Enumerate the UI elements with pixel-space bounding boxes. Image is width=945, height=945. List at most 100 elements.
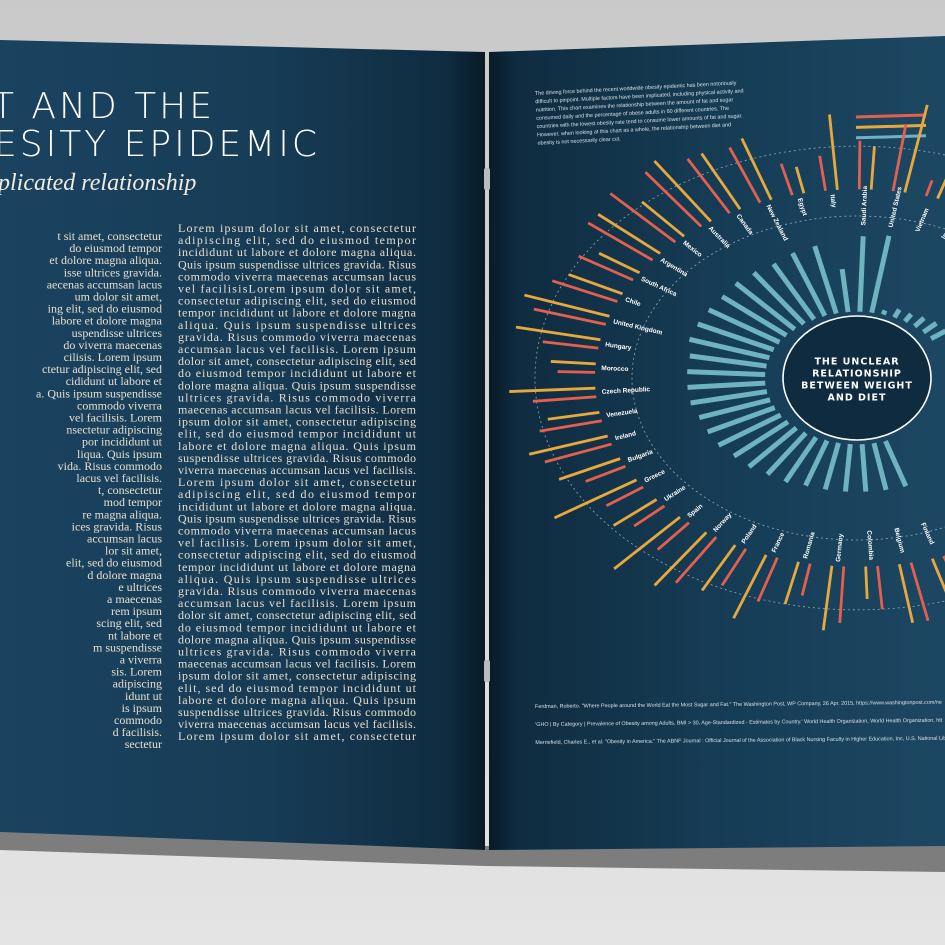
guide-ring bbox=[631, 215, 945, 541]
body-line: uspendisse ultrices bbox=[72, 326, 163, 340]
obesity-bar bbox=[765, 431, 808, 477]
country-label: Chile bbox=[624, 296, 642, 308]
body-line: ices gravida. Risus bbox=[72, 519, 163, 533]
headline: ESITY EPIDEMIC bbox=[0, 124, 320, 165]
body-line: do eiusmod tempor bbox=[69, 241, 162, 255]
obesity-bar bbox=[812, 245, 839, 315]
obesity-bar bbox=[783, 435, 819, 484]
intro-line: obesity is not necessarily clear cut. bbox=[537, 136, 620, 146]
diet-bar bbox=[609, 192, 677, 244]
body-line: commodo viverra maecenas accumsan lacus bbox=[178, 269, 416, 283]
diet-bar bbox=[779, 163, 794, 196]
body-line: Lorem ipsum dolor sit amet, consectetur bbox=[178, 475, 416, 489]
obesity-bar bbox=[752, 270, 806, 326]
diet-bar bbox=[876, 565, 884, 610]
obesity-bar bbox=[747, 425, 798, 469]
diet-bar bbox=[857, 140, 862, 190]
diet-bar bbox=[864, 566, 869, 599]
country-label: Czech Republic bbox=[602, 386, 651, 396]
body-line: labore et dolore magna bbox=[52, 314, 163, 328]
body-line: commodo viverra maecenas accumsan lacus bbox=[178, 524, 416, 538]
body-line: accumsan lacus vel facilisis. Lorem ipsu… bbox=[178, 596, 417, 610]
diet-bar bbox=[557, 370, 596, 374]
diet-bar bbox=[532, 395, 597, 403]
diet-bar bbox=[656, 521, 690, 551]
chart-title: AND DIET bbox=[828, 393, 887, 404]
diet-bar bbox=[515, 325, 601, 342]
obesity-bar bbox=[690, 389, 768, 406]
headline: T AND THE bbox=[0, 86, 215, 127]
diet-bar bbox=[597, 213, 661, 255]
body-line: t sit amet, consectetur bbox=[57, 229, 162, 243]
diet-bar bbox=[936, 177, 945, 200]
diet-bar bbox=[794, 166, 806, 194]
body-line: cididunt ut labore et bbox=[66, 374, 163, 388]
body-line: e ultrices bbox=[118, 580, 162, 594]
diet-bar bbox=[605, 485, 644, 507]
diet-bar bbox=[897, 563, 915, 624]
obesity-bar bbox=[822, 442, 841, 491]
obesity-bar bbox=[734, 281, 797, 332]
diet-bar bbox=[553, 478, 638, 520]
diet-bar bbox=[551, 279, 618, 303]
body-line: por incididunt ut bbox=[82, 435, 163, 449]
body-line: cilisis. Lorem ipsum bbox=[64, 350, 163, 364]
obesity-bar bbox=[921, 321, 938, 335]
body-line: d dolore magna bbox=[87, 568, 162, 582]
body-line: isse ultrices gravida. bbox=[64, 265, 162, 279]
diet-bar bbox=[558, 457, 621, 481]
diet-bar bbox=[838, 566, 846, 624]
obesity-bar bbox=[732, 419, 790, 459]
staple bbox=[484, 660, 490, 682]
obesity-bar bbox=[892, 308, 902, 319]
body-line: et dolore magna aliqua. bbox=[49, 253, 162, 267]
chart-title: BETWEEN WEIGHT bbox=[801, 381, 913, 392]
body-line: dolore magna aliqua. Quis ipsum suspendi… bbox=[178, 632, 416, 646]
obesity-bar bbox=[687, 369, 766, 378]
body-line: lacus vel facilisis. bbox=[76, 471, 162, 485]
body-line: do eiusmod tempor incididunt ut labore e… bbox=[178, 366, 417, 380]
legend-swatch bbox=[855, 134, 927, 140]
obesity-bar bbox=[883, 439, 909, 488]
body-line: liqua. Quis ipsum bbox=[77, 447, 163, 461]
diet-bar bbox=[633, 504, 666, 528]
left-page bbox=[0, 40, 485, 850]
body-line: maecenas accumsan lacus vel facilisis. L… bbox=[178, 657, 417, 671]
body-line: gravida. Risus commodo viverra maecenas bbox=[178, 584, 416, 598]
obesity-bar bbox=[859, 443, 869, 492]
body-line: re magna aliqua. bbox=[82, 507, 162, 521]
country-label: Saudi Arabia bbox=[860, 185, 869, 225]
body-line: suspendisse ultrices gravida. Risus comm… bbox=[178, 705, 416, 719]
obesity-bar bbox=[706, 405, 776, 435]
body-line: um dolor sit amet, bbox=[75, 290, 162, 304]
diet-bar bbox=[612, 498, 658, 527]
diet-bar bbox=[613, 515, 681, 570]
obesity-bar bbox=[842, 443, 853, 492]
obesity-bar bbox=[717, 412, 782, 448]
body-line: t, consectetur bbox=[98, 483, 162, 497]
body-line: consectetur adipiscing elit, sed do eius… bbox=[178, 548, 416, 562]
body-line: labore et dolore magna aliqua. Quis ipsu… bbox=[178, 439, 417, 453]
country-label: Hungary bbox=[605, 341, 632, 351]
diet-bar bbox=[524, 293, 610, 318]
body-line: dolore magna aliqua. Quis ipsum suspendi… bbox=[178, 378, 416, 392]
body-line: lor sit amet, bbox=[105, 544, 162, 558]
body-line: mod tempor bbox=[104, 495, 162, 509]
body-line: suspendisse ultrices gravida. Risus comm… bbox=[178, 451, 416, 465]
body-line: aecenas accumsan lacus bbox=[47, 277, 163, 291]
diet-bar bbox=[903, 104, 929, 193]
obesity-bar bbox=[929, 328, 945, 341]
body-line: is ipsum bbox=[122, 701, 163, 715]
body-line: aliqua. Quis ipsum suspendisse ultrices bbox=[178, 572, 416, 586]
body-line: gravida. Risus commodo viverra maecenas bbox=[178, 330, 416, 344]
diet-bar bbox=[539, 419, 603, 433]
diet-bar bbox=[653, 159, 712, 223]
diet-bar bbox=[720, 548, 748, 587]
body-line: vel facilisis. Lorem ipsum dolor sit ame… bbox=[178, 536, 416, 550]
body-line: adipiscing elit, sed do eiusmod tempor bbox=[178, 487, 416, 501]
obesity-bar bbox=[912, 316, 926, 329]
legend-swatch bbox=[855, 113, 927, 119]
body-line: elit, sed do eiusmod bbox=[66, 556, 162, 570]
body-line: Quis ipsum suspendisse ultrices gravida.… bbox=[178, 257, 416, 271]
